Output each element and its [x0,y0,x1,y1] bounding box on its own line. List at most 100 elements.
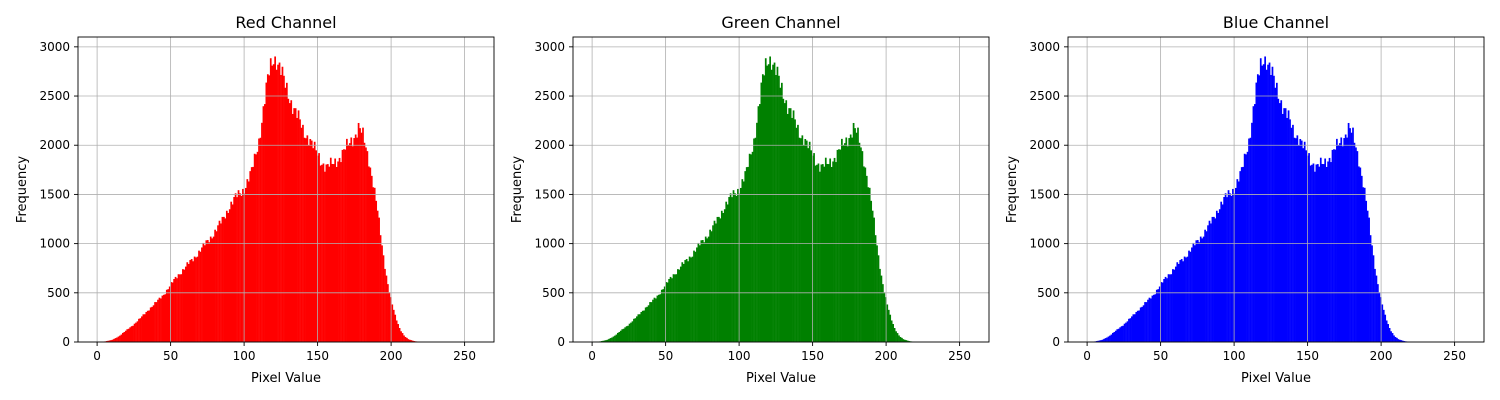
histogram-bar [895,331,897,342]
y-tick-label: 1000 [1029,237,1060,251]
histogram-bar [348,143,351,342]
histogram-bar [247,181,250,342]
histogram-bar [1158,286,1161,342]
histogram-bar [857,127,859,342]
histogram-bar [681,262,684,342]
histogram-bar [726,204,729,342]
histogram-bar [883,292,886,342]
histogram-bar [1211,216,1214,342]
histogram-bar [685,259,688,342]
histogram-bar [1097,340,1100,342]
histogram-bar [1252,106,1255,342]
histogram-bar [718,216,720,342]
histogram-bar [836,149,839,342]
histogram-bar [406,337,408,342]
histogram-bar [800,138,802,342]
histogram-bar [858,142,861,342]
y-tick-label: 2500 [1029,89,1060,103]
histogram-bar [161,295,164,342]
histogram-bar [1344,134,1347,342]
histogram-bar [1333,149,1335,342]
histogram-bar [1185,257,1187,342]
histogram-bar [905,340,908,342]
x-tick-label: 150 [801,349,824,363]
histogram-bars [592,56,924,343]
histogram-bar [1353,142,1356,342]
histogram-bar [728,197,730,342]
histogram-bar [1262,64,1265,342]
x-tick-label: 250 [453,349,476,363]
histogram-bar [230,201,233,342]
histogram-bar [611,337,613,342]
histogram-bar [1401,340,1404,342]
histogram-bar [1109,335,1111,342]
histogram-bar [759,104,761,342]
histogram-bar [1155,289,1158,342]
histogram-bar [813,153,815,342]
histogram-bar [321,164,323,342]
histogram-bar [744,171,747,342]
x-tick-label: 50 [163,349,178,363]
histogram-bar [1273,75,1275,342]
histogram-bar [221,216,224,342]
y-tick-label: 1500 [534,187,565,201]
histogram-bar [190,259,193,342]
histogram-bar [1327,161,1329,342]
histogram-bar [237,190,240,342]
histogram-bar [1104,338,1107,342]
histogram-bar [1098,340,1101,342]
histogram-bar [678,269,681,342]
histogram-bar [184,266,187,342]
histogram-bar [860,147,862,342]
histogram-bar [139,318,142,342]
histogram-bar [1227,190,1230,342]
histogram-bar [203,245,206,342]
histogram-bar [372,187,375,342]
histogram-bar [1113,332,1116,342]
histogram-bar [814,165,817,342]
histogram-bar [706,238,709,342]
histogram-bar [1362,187,1365,342]
histogram-bar [786,113,789,342]
histogram-bar [852,122,855,343]
histogram-bar [357,122,360,343]
histogram-bar [805,140,808,342]
histogram-bar [318,153,320,342]
histogram-bar [272,64,275,342]
histogram-bar [769,56,771,342]
histogram-bar [845,137,848,342]
histogram-bar [313,141,316,342]
histogram-bar [682,263,685,342]
histogram-bar [693,250,695,342]
histogram-bar [1164,276,1167,342]
histogram-bar [1117,328,1120,342]
histogram-bar [325,164,328,342]
y-tick-label: 1000 [39,237,70,251]
histogram-bar [788,108,791,342]
histogram-bar [381,245,383,342]
histogram-bar [1100,340,1103,342]
histogram-bar [1204,229,1206,342]
histogram-bar [1281,113,1284,342]
histogram-bar [264,104,266,342]
histogram-bar [1328,157,1331,342]
histogram-bar [851,137,853,342]
histogram-bar [1141,306,1143,342]
histogram-bar [882,284,884,342]
histogram-bar [1259,58,1262,343]
histogram-bar [1160,282,1163,342]
histogram-bar [877,255,880,342]
histogram-bar [1311,164,1313,342]
histogram-bar [262,106,265,342]
histogram-bar [212,236,215,342]
histogram-bar [734,193,736,342]
histogram-bar [227,212,230,342]
histogram-bar [617,332,619,342]
histogram-bar [332,164,335,342]
histogram-bar [703,242,706,342]
histogram-bar [855,132,858,342]
histogram-bar [303,137,306,342]
histogram-bar [741,179,744,342]
histogram-bar [691,256,694,342]
histogram-bar [908,341,911,342]
